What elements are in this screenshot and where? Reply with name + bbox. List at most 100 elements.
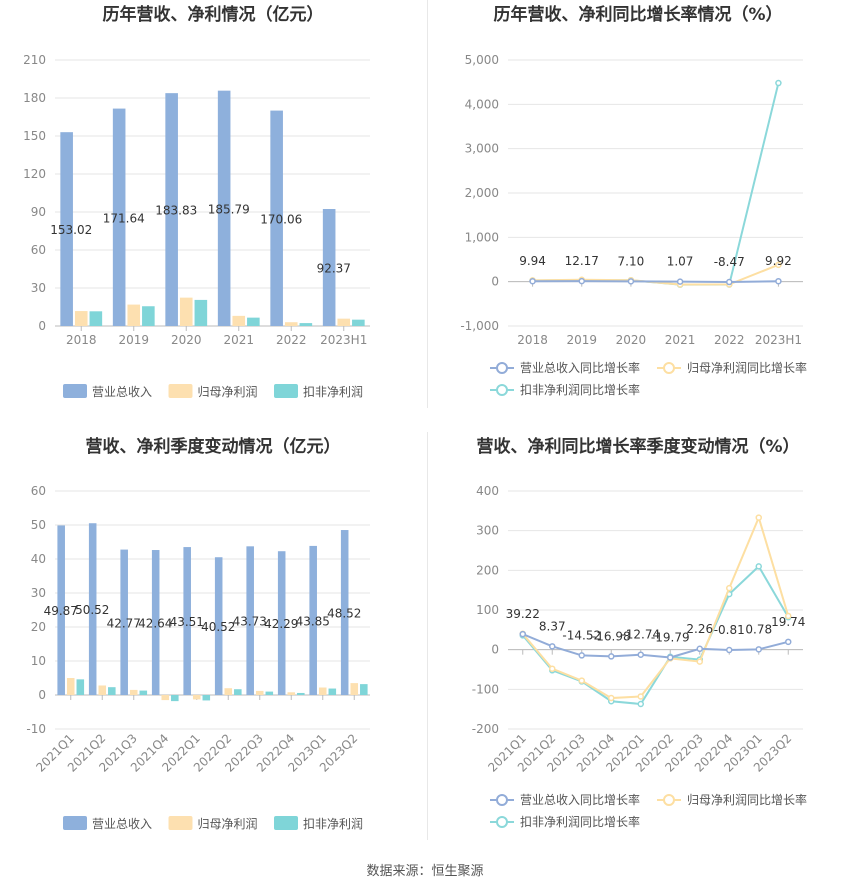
- y-tick-label: 0: [38, 319, 46, 333]
- bar-1: [112, 108, 126, 327]
- series-point: [637, 651, 644, 658]
- series-point: [578, 277, 585, 285]
- data-label: 50.52: [75, 603, 109, 617]
- series-point: [529, 277, 536, 285]
- legend-swatch: [168, 384, 193, 398]
- x-tick-label: 2021: [665, 333, 696, 347]
- y-tick-label: 30: [31, 281, 46, 295]
- data-label: 43.51: [170, 615, 204, 629]
- bar-1: [217, 90, 231, 326]
- series-line-1: [532, 280, 779, 284]
- bar-1: [246, 546, 254, 695]
- bar-3: [89, 311, 103, 326]
- bar-1: [120, 549, 128, 695]
- bar-3: [108, 687, 116, 695]
- x-tick-label: 2021: [223, 333, 254, 347]
- legend-label: 扣非净利润同比增长率: [520, 382, 640, 397]
- chart-title: 历年营收、净利同比增长率情况（%）: [493, 4, 782, 25]
- y-tick-label: 4,000: [465, 97, 499, 111]
- bar-1: [183, 547, 191, 695]
- y-tick-label: 5,000: [465, 53, 499, 67]
- data-label: 40.52: [201, 620, 235, 634]
- bar-2: [74, 311, 88, 326]
- series-point: [578, 652, 585, 659]
- y-tick-label: 120: [23, 167, 46, 181]
- series-point: [608, 653, 615, 660]
- legend-label: 营业总收入: [92, 385, 152, 399]
- data-label: -19.79: [651, 631, 690, 645]
- legend-swatch: [274, 384, 298, 398]
- series-point: [755, 563, 762, 570]
- y-tick-label: 30: [31, 586, 46, 600]
- data-label: 49.87: [44, 604, 78, 618]
- series-point: [755, 646, 762, 653]
- legend-label: 营业总收入同比增长率: [520, 360, 640, 375]
- bar-1: [151, 550, 160, 695]
- data-label: 2.26: [686, 622, 713, 636]
- series-point: [637, 700, 644, 708]
- bar-3: [247, 317, 260, 326]
- bar-1: [214, 557, 223, 695]
- bar-2: [98, 685, 107, 695]
- bar-3: [328, 688, 337, 695]
- y-tick-label: 0: [38, 688, 46, 702]
- y-tick-label: 10: [31, 654, 46, 668]
- bar-2: [224, 688, 233, 695]
- bar-3: [299, 323, 313, 326]
- bar-2: [350, 683, 359, 695]
- y-tick-label: 3,000: [465, 142, 499, 156]
- series-point: [608, 694, 615, 702]
- series-point: [785, 612, 792, 620]
- legend-label: 归母净利润: [198, 385, 258, 399]
- bar-3: [265, 691, 274, 695]
- data-label: 1.07: [667, 255, 694, 269]
- data-label: 183.83: [155, 204, 197, 218]
- x-tick-label: 2022: [276, 333, 307, 347]
- legend-swatch: [63, 384, 87, 398]
- data-label: 185.79: [208, 202, 250, 216]
- x-tick-label: 2019: [118, 333, 149, 347]
- y-tick-label: 180: [23, 91, 46, 105]
- legend-label: 营业总收入: [92, 817, 152, 831]
- chart-panel-3: 营收、净利季度变动情况（亿元）-1001020304050602021Q1202…: [26, 436, 370, 831]
- data-label: -8.47: [714, 255, 745, 269]
- bar-3: [234, 689, 242, 695]
- bar-3: [171, 695, 179, 702]
- bar-1: [277, 551, 286, 695]
- bar-3: [139, 690, 148, 695]
- bar-3: [202, 695, 211, 701]
- series-point: [755, 514, 762, 521]
- y-tick-label: 1,000: [465, 230, 499, 244]
- bar-1: [165, 93, 178, 326]
- y-tick-label: 200: [476, 563, 499, 577]
- series-point: [667, 654, 674, 661]
- legend-label: 归母净利润同比增长率: [687, 792, 807, 807]
- y-tick-label: 50: [31, 518, 46, 532]
- y-tick-label: 60: [31, 484, 46, 498]
- series-line-3: [521, 564, 790, 706]
- bar-1: [340, 530, 349, 695]
- data-label: -0.81: [714, 623, 745, 637]
- data-label: 43.85: [296, 614, 330, 628]
- chart-panel-2: 历年营收、净利同比增长率情况（%） -1,000 0 1,000 2,000 3,000 4…: [460, 4, 807, 397]
- legend-label: 营业总收入同比增长率: [520, 792, 640, 807]
- bar-2: [287, 692, 296, 695]
- bar-3: [194, 299, 208, 326]
- bar-2: [66, 678, 75, 695]
- legend-marker: [496, 794, 508, 806]
- data-source-note: 数据来源：恒生聚源: [366, 864, 484, 879]
- series-point: [726, 646, 733, 654]
- y-tick-label: 300: [476, 524, 499, 538]
- data-label: 8.37: [539, 619, 566, 633]
- legend-swatch: [274, 816, 298, 830]
- legend-marker: [496, 816, 508, 828]
- vertical-divider-top: [427, 0, 428, 408]
- data-label: 42.64: [138, 617, 172, 631]
- y-tick-label: 20: [31, 620, 46, 634]
- y-tick-label: 210: [23, 53, 46, 67]
- chart-title: 营收、净利同比增长率季度变动情况（%）: [476, 436, 799, 457]
- y-tick-label: 2,000: [465, 186, 499, 200]
- data-label: 92.37: [317, 261, 351, 275]
- bar-2: [192, 695, 201, 700]
